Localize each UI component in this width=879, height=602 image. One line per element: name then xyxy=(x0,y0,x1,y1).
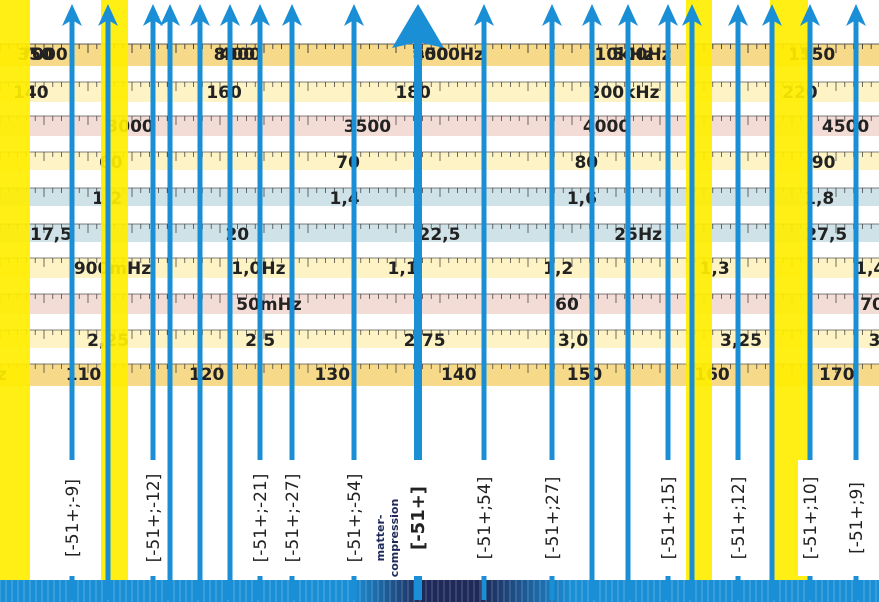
scale-2.25-3.5-label: 3,0 xyxy=(558,331,588,351)
arrow-plus-12-label: [-51+;12] xyxy=(729,477,749,560)
scale-140-220-label: 160 xyxy=(206,83,242,103)
scale-3000-4500-label: 4000 xyxy=(583,117,630,137)
arrow-center-label-bg xyxy=(406,460,430,576)
arrow-plus-12-label-bg xyxy=(726,460,750,576)
arrow-minus-54-label: [-51+;-54] xyxy=(345,474,365,563)
scale-110-170-label: 110 xyxy=(66,365,102,385)
arrow-minus-21-label-bg xyxy=(248,460,272,576)
scale-900mHz-1.4-label: 1,2 xyxy=(543,259,573,279)
arrow-plus-54-label-bg xyxy=(472,460,496,576)
scale-2.25-3.5-label: 3,25 xyxy=(720,331,762,351)
scale-50mHz-70-label: 70 xyxy=(860,295,879,315)
scale-140-220-label: 180 xyxy=(395,83,431,103)
arrow-right-6-head xyxy=(762,4,782,26)
arrow-plus-9-label-bg xyxy=(844,460,868,576)
arrow-right-2-head xyxy=(618,4,638,26)
scale-60-90-label: 70 xyxy=(336,153,360,173)
scale-3000-4500-label: 4500 xyxy=(822,117,869,137)
center-caption-line: compression xyxy=(388,499,401,578)
arrow-minus-27-label-bg xyxy=(280,460,304,576)
scale-110-170-label: 140 xyxy=(441,365,477,385)
scale-7000-11k-label: 7000 xyxy=(20,45,67,65)
scale-1.2-1.8-label: 1,6 xyxy=(567,189,597,209)
arrow-plus-54-label: [-51+;54] xyxy=(475,477,495,560)
scale-17.5-27.5-label: 25Hz xyxy=(614,225,662,245)
arrow-right-2 xyxy=(618,4,638,600)
arrow-plus-54-head xyxy=(474,4,494,26)
arrow-left-5 xyxy=(190,4,210,600)
arrow-plus-15-head xyxy=(658,4,678,26)
arrow-right-1 xyxy=(582,4,602,600)
arrow-plus-12-head xyxy=(728,4,748,26)
scale-60-90-label: 90 xyxy=(812,153,836,173)
arrow-right-6 xyxy=(762,4,782,600)
scale-110-170-label: 150 xyxy=(567,365,603,385)
scale-7000-11k-label: 8000 xyxy=(214,45,261,65)
arrow-left-6-head xyxy=(220,4,240,26)
scale-60-90-label: 80 xyxy=(574,153,598,173)
scale-110-170-label: 120 xyxy=(189,365,225,385)
arrow-left-5-head xyxy=(190,4,210,26)
arrow-left-2 xyxy=(98,4,118,600)
center-caption-line: matter- xyxy=(374,515,387,562)
arrow-minus-21-label: [-51+;-21] xyxy=(251,474,271,563)
scale-17.5-27.5-label: 27,5 xyxy=(805,225,847,245)
arrow-minus-27-label: [-51+;-27] xyxy=(283,474,303,563)
arrow-plus-10-label-bg xyxy=(798,460,822,576)
arrow-plus-10-head xyxy=(800,4,820,26)
arrow-minus-9-head xyxy=(62,4,82,26)
arrow-minus-54-head xyxy=(344,4,364,26)
arrow-right-1-head xyxy=(582,4,602,26)
scale-17.5-27.5-label: 22,5 xyxy=(419,225,461,245)
arrow-plus-15-label: [-51+;15] xyxy=(659,477,679,560)
arrow-minus-9-label-bg xyxy=(60,460,84,576)
arrow-minus-9-label: [-51+;-9] xyxy=(63,479,83,557)
arrow-plus-10-label: [-51+;10] xyxy=(801,477,821,560)
yellow-strip-2 xyxy=(101,0,128,602)
arrow-labels: [-51+;-9] [-51+;-12] [-51+;-21] [-51+;-27] [… xyxy=(60,460,868,577)
arrow-left-2-head xyxy=(98,4,118,26)
arrow-minus-12-head xyxy=(143,4,163,26)
bottom-color-bar xyxy=(0,580,879,602)
scale-7000-11k-label: 10kHz xyxy=(595,45,654,65)
arrow-minus-21-head xyxy=(250,4,270,26)
arrow-right-4 xyxy=(682,4,702,600)
scale-50mHz-70-label: 60 xyxy=(555,295,579,315)
arrow-right-4-head xyxy=(682,4,702,26)
scale-110-170-label: 170 xyxy=(819,365,855,385)
scale-50mHz-70-label: 50mHz xyxy=(236,295,302,315)
scale-110-170-label: 130 xyxy=(315,365,351,385)
arrow-minus-54-label-bg xyxy=(342,460,366,576)
arrow-left-4-head xyxy=(160,4,180,26)
arrow-plus-15-label-bg xyxy=(656,460,680,576)
yellow-strip-1 xyxy=(0,0,30,602)
arrow-center-label: [-51+] xyxy=(408,486,429,550)
scale-900mHz-1.4-label: 1,1 xyxy=(388,259,418,279)
bottom-bar xyxy=(0,580,879,602)
scale-2.25-3.5-label: 2,75 xyxy=(404,331,446,351)
scale-900mHz-1.4-label: 1,4 xyxy=(855,259,879,279)
scale-17.5-27.5-label: 17,5 xyxy=(30,225,72,245)
arrow-left-6 xyxy=(220,4,240,600)
arrow-minus-12-label-bg xyxy=(141,460,165,576)
arrow-minus-27-head xyxy=(282,4,302,26)
arrow-plus-27-head xyxy=(542,4,562,26)
scale-140-220-label: 200kHz xyxy=(589,83,660,103)
scale-3000-4500-label: 3500 xyxy=(344,117,391,137)
arrow-plus-27-label: [-51+;27] xyxy=(543,477,563,560)
arrow-plus-9-head xyxy=(846,4,866,26)
arrow-plus-27-label-bg xyxy=(540,460,564,576)
arrow-left-4 xyxy=(160,4,180,600)
arrow-plus-9-label: [-51+;9] xyxy=(847,482,867,554)
scale-2.25-3.5-label: 3 xyxy=(869,331,879,351)
arrow-minus-12-label: [-51+;-12] xyxy=(144,474,164,563)
arrow-center-head xyxy=(392,4,444,48)
scale-7000-11k-label: 9000Hz xyxy=(413,45,485,65)
